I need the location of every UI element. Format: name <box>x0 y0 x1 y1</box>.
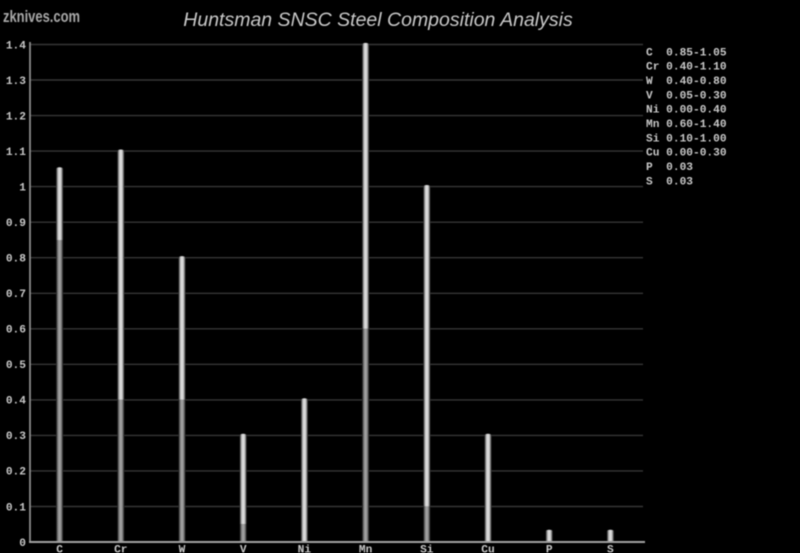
svg-text:0.3: 0.3 <box>6 431 26 443</box>
svg-text:zknives.com: zknives.com <box>3 7 80 26</box>
svg-text:S: S <box>607 545 614 553</box>
svg-text:0.8: 0.8 <box>6 254 26 266</box>
svg-text:Cr: Cr <box>114 545 127 553</box>
svg-text:0: 0 <box>19 538 26 550</box>
svg-text:0.5: 0.5 <box>6 360 26 372</box>
svg-text:Ni: Ni <box>298 545 312 553</box>
svg-text:S 0.03: S 0.03 <box>646 176 693 188</box>
svg-text:Si 0.10-1.00: Si 0.10-1.00 <box>646 133 727 145</box>
svg-text:P: P <box>546 545 553 553</box>
svg-text:W: W <box>179 545 186 553</box>
svg-text:Si: Si <box>420 545 434 553</box>
svg-text:Cu: Cu <box>481 545 494 553</box>
svg-text:W 0.40-0.80: W 0.40-0.80 <box>646 76 727 88</box>
svg-text:0.6: 0.6 <box>6 325 26 337</box>
svg-text:0.7: 0.7 <box>6 289 26 301</box>
svg-text:Cr 0.40-1.10: Cr 0.40-1.10 <box>646 62 727 74</box>
svg-text:Ni 0.00-0.40: Ni 0.00-0.40 <box>646 105 727 117</box>
svg-text:Mn: Mn <box>359 545 373 553</box>
svg-text:0.2: 0.2 <box>6 467 26 479</box>
svg-text:C 0.85-1.05: C 0.85-1.05 <box>646 47 727 59</box>
svg-text:P 0.03: P 0.03 <box>646 162 693 174</box>
svg-text:0.4: 0.4 <box>6 396 26 408</box>
svg-text:1.4: 1.4 <box>6 40 26 52</box>
svg-text:Mn 0.60-1.40: Mn 0.60-1.40 <box>646 119 727 131</box>
svg-text:V: V <box>240 545 247 553</box>
svg-text:1.3: 1.3 <box>6 76 26 88</box>
svg-text:1.2: 1.2 <box>6 111 26 123</box>
svg-text:0.1: 0.1 <box>6 502 26 514</box>
svg-text:0.9: 0.9 <box>6 218 26 230</box>
svg-text:V 0.05-0.30: V 0.05-0.30 <box>646 90 727 102</box>
svg-text:Huntsman SNSC Steel Compositio: Huntsman SNSC Steel Composition Analysis <box>183 9 573 31</box>
svg-text:1: 1 <box>19 182 26 194</box>
svg-text:1.1: 1.1 <box>6 147 26 159</box>
svg-text:Cu 0.00-0.30: Cu 0.00-0.30 <box>646 148 727 160</box>
svg-text:C: C <box>56 545 63 553</box>
